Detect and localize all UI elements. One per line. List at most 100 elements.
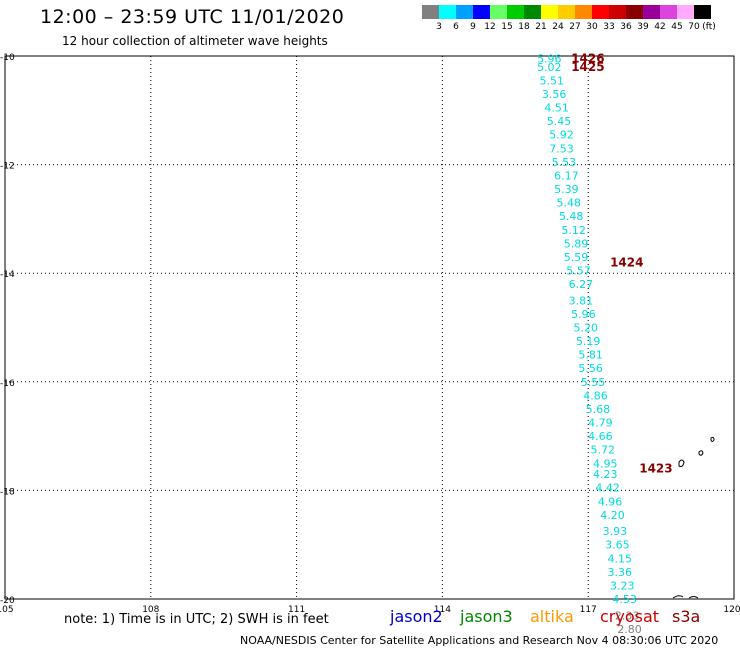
wave-height-value: 4.86 — [583, 389, 608, 402]
legend-swatch — [643, 5, 660, 19]
legend-label: 27 — [569, 22, 581, 32]
coast-fragment-2 — [688, 596, 699, 599]
lat-tick-label: -18 — [0, 487, 15, 497]
wave-height-value: 2.80 — [617, 623, 642, 636]
wave-height-value: 5.45 — [547, 115, 572, 128]
legend-swatch — [541, 5, 558, 19]
wave-height-track: 5.965.025.513.564.515.455.927.535.536.17… — [537, 53, 642, 636]
legend-label: 24 — [552, 22, 564, 32]
wave-height-value: 5.53 — [552, 156, 577, 169]
satellite-jason3: jason3 — [460, 607, 513, 626]
units-note: note: 1) Time is in UTC; 2) SWH is in fe… — [64, 612, 329, 627]
legend-label: 30 — [586, 22, 598, 32]
lon-tick-label: 108 — [142, 605, 159, 615]
coast-fragment-1 — [672, 595, 684, 599]
satellite-s3a: s3a — [672, 607, 701, 626]
wave-height-value: 5.89 — [564, 237, 589, 250]
wave-height-value: 4.53 — [612, 593, 637, 606]
wave-height-value: 5.96 — [537, 53, 562, 66]
wave-height-value: 2.33 — [615, 609, 640, 622]
wave-height-value: 5.96 — [571, 308, 596, 321]
wave-height-value: 5.92 — [549, 129, 574, 142]
island-1 — [678, 459, 685, 467]
lat-tick-label: -16 — [0, 379, 15, 389]
wave-height-value: 3.93 — [603, 525, 628, 538]
wave-height-value: 4.66 — [588, 430, 613, 443]
wave-height-value: 3.23 — [610, 579, 635, 592]
legend-swatch — [694, 5, 711, 19]
wave-height-value: 5.68 — [586, 403, 611, 416]
lat-tick-label: -10 — [0, 53, 15, 63]
pass-time-label: 1424 — [610, 255, 643, 269]
lon-tick-label: 114 — [434, 605, 451, 615]
wave-height-value: 5.02 — [537, 61, 562, 74]
legend-label: 36 — [620, 22, 632, 32]
lon-tick-label: 117 — [580, 605, 597, 615]
wave-height-value: 5.72 — [591, 444, 616, 457]
legend-label: 33 — [603, 22, 615, 32]
wave-height-value: 4.51 — [544, 102, 569, 115]
pass-time-label: 1426 — [571, 52, 604, 66]
wave-height-value: 6.27 — [569, 278, 594, 291]
wave-height-value: 5.57 — [566, 264, 591, 277]
legend-swatch — [592, 5, 609, 19]
wave-height-value: 5.48 — [559, 210, 584, 223]
legend-unit: (ft) — [702, 22, 716, 32]
wave-height-value: 3.81 — [569, 294, 594, 307]
wave-height-value: 4.95 — [593, 457, 618, 470]
credit-line: NOAA/NESDIS Center for Satellite Applica… — [240, 634, 719, 647]
wave-height-value: 6.17 — [554, 169, 579, 182]
legend-label: 70 — [688, 22, 700, 32]
wave-height-value: 4.79 — [588, 417, 613, 430]
legend-label: 3 — [436, 22, 442, 32]
legend-swatch — [490, 5, 507, 19]
wave-height-value: 3.56 — [542, 88, 567, 101]
wave-height-value: 7.53 — [549, 142, 574, 155]
legend-label: 45 — [671, 22, 683, 32]
legend-label: 15 — [501, 22, 513, 32]
island-3 — [710, 436, 715, 442]
wave-height-value: 5.19 — [576, 335, 601, 348]
legend-swatch — [524, 5, 541, 19]
lat-tick-label: -12 — [0, 162, 15, 172]
wave-height-value: 5.48 — [557, 197, 582, 210]
wave-height-value: 5.56 — [578, 362, 603, 375]
axis-tick-labels: 105 108 111 114 117 120 -10 -12 -14 -16 -18 -20 — [0, 53, 740, 615]
map-subtitle: 12 hour collection of altimeter wave hei… — [62, 34, 328, 48]
map-frame — [4, 55, 735, 600]
wave-height-value: 4.15 — [608, 552, 633, 565]
pass-time-label: 1425 — [571, 60, 604, 74]
lat-tick-label: -14 — [0, 270, 15, 280]
wave-height-value: 4.42 — [595, 482, 620, 495]
lat-lon-grid — [5, 56, 734, 599]
legend-label: 12 — [484, 22, 496, 32]
satellite-jason2: jason2 — [390, 607, 443, 626]
legend-swatch — [660, 5, 677, 19]
wave-height-value: 5.20 — [574, 322, 599, 335]
wave-height-value: 4.23 — [593, 468, 618, 481]
satellite-cryosat: cryosat — [600, 607, 660, 626]
legend-label: 18 — [518, 22, 530, 32]
wave-height-value: 5.12 — [561, 224, 586, 237]
coastline-islands — [672, 436, 715, 599]
wave-height-value: 5.51 — [540, 74, 565, 87]
map-title: 12:00 – 23:59 UTC 11/01/2020 — [40, 6, 345, 28]
legend-label: 42 — [654, 22, 666, 32]
legend-label: 6 — [453, 22, 459, 32]
wave-height-value: 4.96 — [598, 495, 623, 508]
pass-time-label: 1423 — [639, 462, 672, 476]
wave-height-value: 3.36 — [608, 566, 633, 579]
satellite-altika: altika — [530, 607, 574, 626]
legend-label: 21 — [535, 22, 547, 32]
legend-label: 9 — [470, 22, 476, 32]
wave-height-value: 5.39 — [554, 183, 579, 196]
wave-height-value: 5.55 — [581, 376, 606, 389]
legend-swatch — [439, 5, 456, 19]
legend-swatch — [677, 5, 694, 19]
legend-swatch — [507, 5, 524, 19]
wave-height-value: 3.65 — [605, 539, 630, 552]
island-2 — [698, 450, 704, 456]
legend-swatch — [456, 5, 473, 19]
wave-height-value: 4.20 — [600, 509, 625, 522]
